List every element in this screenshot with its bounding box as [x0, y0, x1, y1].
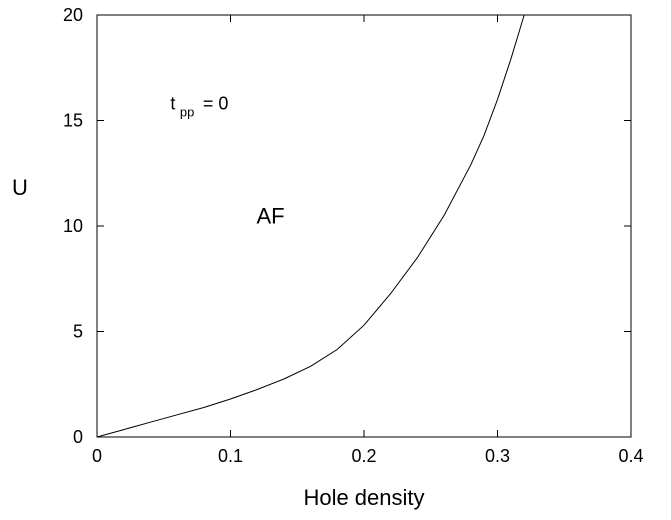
y-tick-label: 5	[73, 322, 83, 342]
af-region-label: AF	[256, 203, 284, 228]
x-tick-label: 0.4	[618, 446, 643, 466]
tpp-subscript: pp	[180, 105, 194, 120]
tick-marks	[96, 14, 632, 438]
x-axis-label: Hole density	[303, 485, 424, 510]
x-tick-label: 0.1	[218, 446, 243, 466]
tick-labels: 0 0.1 0.2 0.3 0.4 0 5 10 15 20	[63, 5, 644, 466]
x-tick-label: 0	[92, 446, 102, 466]
y-tick-label: 10	[63, 216, 83, 236]
series-layer	[96, 14, 525, 438]
y-axis-label: U	[12, 175, 28, 200]
phase-boundary-line	[96, 14, 525, 438]
tpp-value: = 0	[203, 94, 229, 114]
plot-frame	[96, 14, 632, 438]
tpp-main: t	[170, 94, 175, 114]
x-tick-label: 0.2	[351, 446, 376, 466]
tpp-annotation: t pp = 0	[170, 94, 228, 121]
y-tick-label: 15	[63, 111, 83, 131]
y-tick-label: 0	[73, 427, 83, 447]
y-tick-label: 20	[63, 5, 83, 25]
x-tick-label: 0.3	[485, 446, 510, 466]
